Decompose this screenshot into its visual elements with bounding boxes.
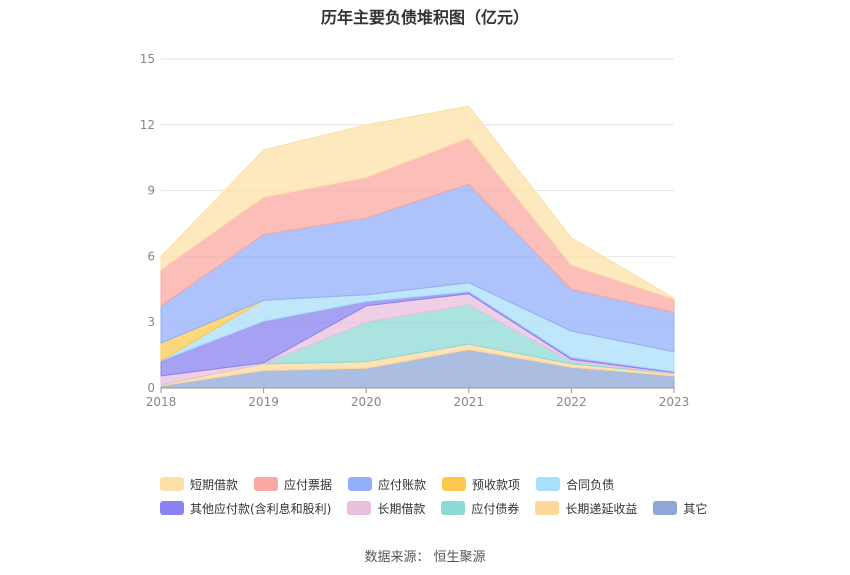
legend-item[interactable]: 短期借款 <box>160 476 238 493</box>
legend-item[interactable]: 预收款项 <box>442 476 520 493</box>
chart-title: 历年主要负债堆积图（亿元） <box>320 8 529 27</box>
legend-swatch <box>347 501 372 515</box>
y-tick-label: 6 <box>147 249 155 263</box>
x-tick-label: 2023 <box>659 395 690 409</box>
legend-swatch <box>348 477 373 491</box>
legend-item[interactable]: 应付账款 <box>348 476 426 493</box>
legend-swatch <box>536 477 561 491</box>
area-series <box>160 105 675 389</box>
axes: 0 3 6 9 12 15 2018 2019 2020 2021 2022 2023 <box>140 52 690 409</box>
y-tick-label: 0 <box>147 381 155 395</box>
legend-item[interactable]: 其他应付款(含利息和股利) <box>160 500 331 517</box>
legend-swatch <box>535 501 560 515</box>
y-tick-label: 12 <box>140 118 155 132</box>
legend-swatch <box>160 501 184 515</box>
x-tick-label: 2022 <box>556 395 587 409</box>
legend-label: 长期借款 <box>377 501 426 516</box>
legend-swatch <box>441 501 466 515</box>
legend: 短期借款 应付票据 应付账款 预收款项 合同负债 其他应付款(含利息和股利) 长期借款 应付… <box>160 472 720 520</box>
legend-item[interactable]: 长期借款 <box>347 500 425 517</box>
legend-label: 其他应付款(含利息和股利) <box>190 501 332 516</box>
legend-row: 其他应付款(含利息和股利) 长期借款 应付债券 长期递延收益 其它 <box>160 496 720 520</box>
x-tick-label: 2018 <box>146 395 177 409</box>
legend-item[interactable]: 合同负债 <box>536 476 614 493</box>
legend-label: 预收款项 <box>472 477 521 492</box>
source-value: 恒生聚源 <box>433 550 486 565</box>
legend-label: 应付票据 <box>284 477 333 492</box>
legend-label: 应付账款 <box>378 477 427 492</box>
area-短期借款 <box>160 105 675 300</box>
legend-item[interactable]: 其它 <box>653 500 707 517</box>
legend-label: 应付债券 <box>471 501 520 516</box>
legend-label: 其它 <box>683 501 708 516</box>
x-tick-label: 2021 <box>454 395 485 409</box>
legend-item[interactable]: 长期递延收益 <box>535 500 637 517</box>
legend-item[interactable]: 应付票据 <box>254 476 332 493</box>
legend-row: 短期借款 应付票据 应付账款 预收款项 合同负债 <box>160 472 720 496</box>
legend-label: 长期递延收益 <box>565 501 638 516</box>
x-tick-label: 2020 <box>351 395 382 409</box>
legend-swatch <box>653 501 678 515</box>
y-tick-label: 9 <box>147 184 155 198</box>
y-tick-label: 15 <box>140 52 155 66</box>
legend-label: 合同负债 <box>566 477 615 492</box>
legend-swatch <box>254 477 279 491</box>
data-source: 数据来源： 恒生聚源 <box>0 546 850 565</box>
legend-label: 短期借款 <box>190 477 239 492</box>
legend-swatch <box>442 477 467 491</box>
legend-swatch <box>160 477 184 491</box>
legend-item[interactable]: 应付债券 <box>441 500 519 517</box>
source-label: 数据来源： <box>364 550 430 565</box>
y-tick-label: 3 <box>147 315 155 329</box>
x-tick-label: 2019 <box>248 395 279 409</box>
